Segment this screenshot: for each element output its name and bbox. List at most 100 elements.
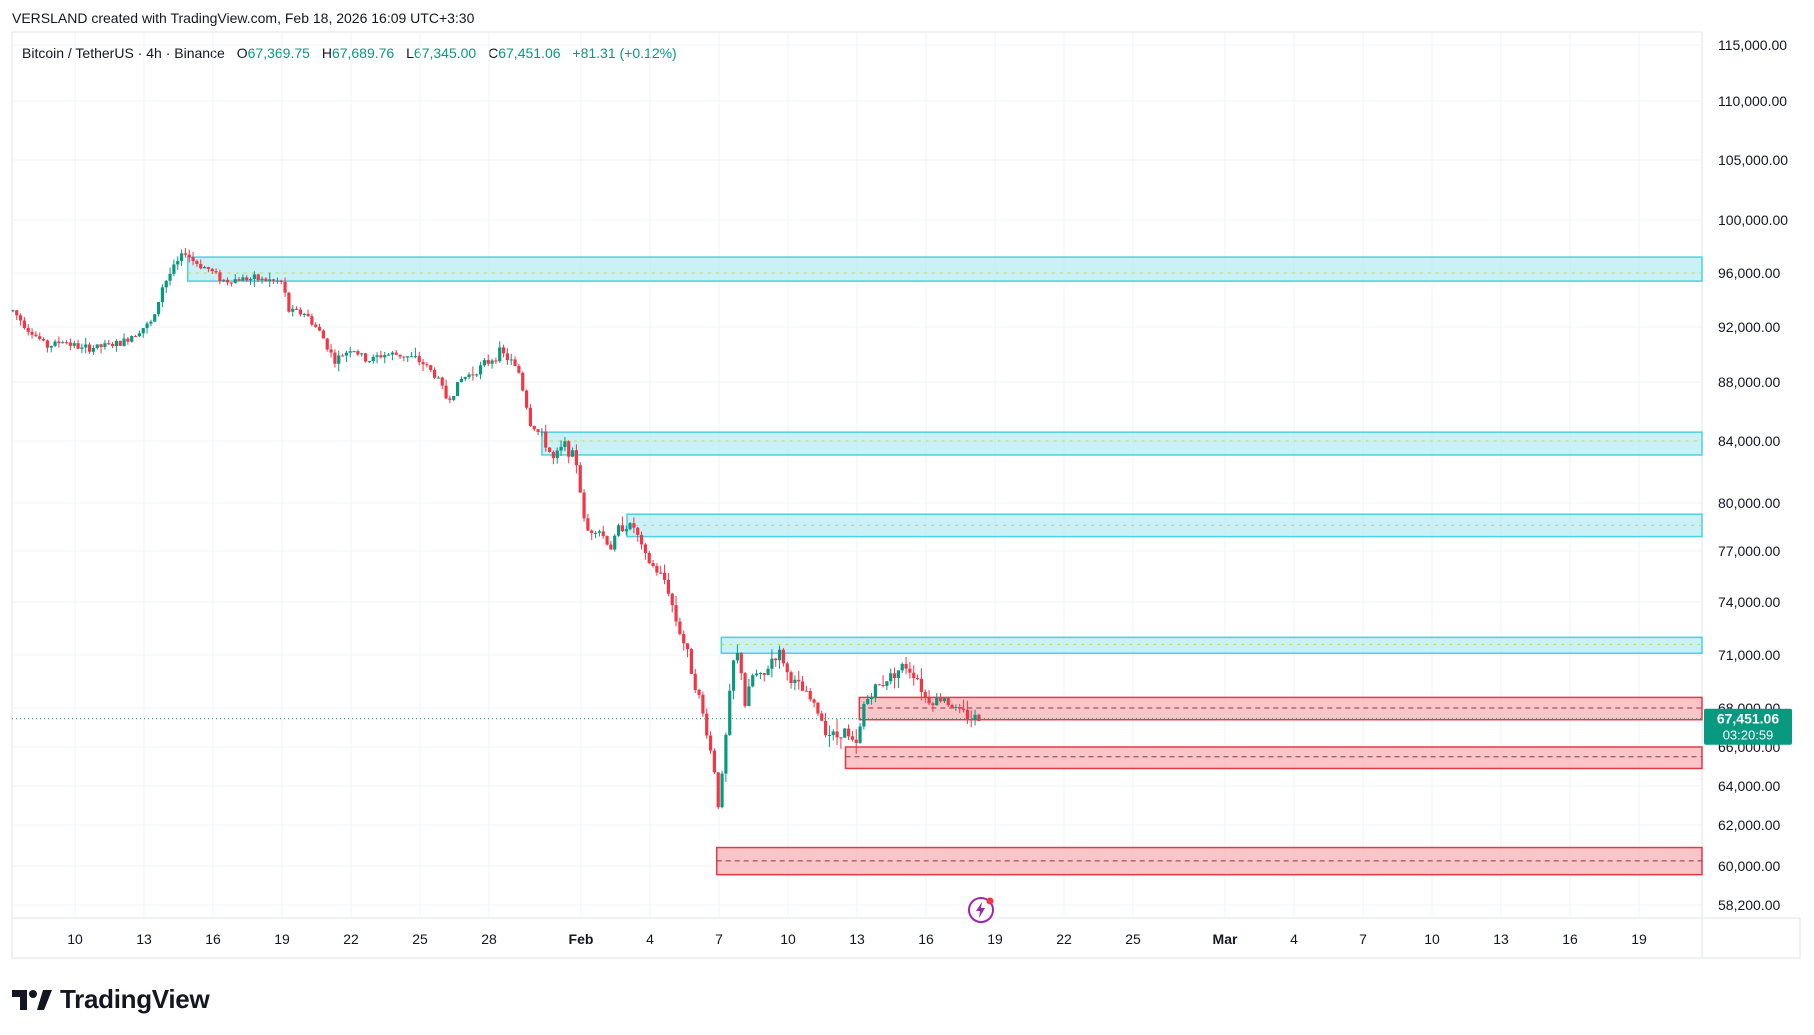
candle-body	[356, 351, 360, 355]
last-price-value: 67,451.06	[1717, 711, 1779, 727]
candle-body	[624, 529, 628, 532]
replay-icon[interactable]	[966, 895, 996, 925]
candle-body	[275, 280, 279, 282]
candle-body	[896, 670, 900, 678]
candle-body	[486, 360, 490, 364]
candle-body	[873, 684, 877, 698]
candle-body	[26, 328, 30, 332]
candle-body	[153, 314, 157, 322]
low-value: 67,345.00	[413, 45, 477, 61]
candle-body	[478, 365, 483, 375]
candle-body	[812, 699, 816, 703]
candle-body	[973, 714, 977, 721]
candle-body	[291, 308, 295, 312]
candle-body	[659, 572, 663, 574]
chart-grid	[11, 31, 1801, 959]
candle-body	[969, 719, 973, 721]
candle-body	[758, 673, 762, 675]
time-tick-label: 10	[780, 931, 796, 947]
candle-body	[38, 336, 42, 340]
candle-body	[697, 689, 701, 695]
candle-body	[900, 663, 904, 671]
candle-body	[889, 673, 893, 682]
candle-body	[463, 377, 467, 379]
candle-body	[827, 735, 831, 737]
candle-body	[214, 271, 218, 273]
support-zone	[858, 696, 1703, 721]
candle-body	[202, 267, 207, 269]
candle-body	[739, 653, 743, 674]
candle-body	[283, 281, 287, 293]
candle-body	[206, 267, 210, 269]
change-value: +81.31 (+0.12%)	[572, 45, 677, 61]
candle-body	[678, 621, 682, 635]
time-tick-label: 4	[646, 931, 654, 947]
chart-credit: VERSLAND created with TradingView.com, F…	[12, 10, 475, 26]
candle-body	[935, 698, 939, 706]
candle-body	[559, 446, 563, 451]
symbol-label[interactable]: Bitcoin / TetherUS · 4h · Binance	[22, 45, 225, 61]
candle-body	[800, 681, 805, 691]
candle-body	[310, 316, 314, 325]
time-axis: 10 13 16 19 22 25 28 Feb 4 7 10 13 16 19 22 25 Mar 4 7 10 13…	[67, 931, 1647, 947]
price-chart[interactable]: 115,000.00 110,000.00 105,000.00 100,000.00…	[0, 0, 1814, 960]
candle-body	[172, 264, 176, 274]
candle-body	[751, 675, 755, 687]
candle-body	[199, 263, 203, 269]
candle-body	[18, 315, 23, 321]
candle-body	[513, 359, 517, 366]
resistance-zone	[186, 256, 1703, 282]
candle-body	[440, 377, 444, 386]
candle-body	[141, 328, 145, 334]
candle-body	[168, 273, 172, 281]
candle-body	[84, 344, 88, 348]
candle-body	[325, 338, 329, 350]
candle-body	[11, 310, 15, 312]
candle-body	[555, 450, 559, 459]
candle-body	[915, 678, 920, 680]
candle-body	[854, 739, 858, 743]
candle-body	[179, 253, 184, 261]
candle-body	[340, 355, 345, 357]
candle-body	[536, 429, 540, 433]
candle-body	[436, 377, 440, 379]
candle-body	[61, 342, 65, 344]
candle-body	[762, 673, 766, 675]
candle-body	[670, 593, 674, 606]
price-tick-label: 88,000.00	[1718, 374, 1780, 390]
candle-body	[367, 361, 371, 363]
candle-body	[938, 698, 943, 702]
tradingview-logo[interactable]: TradingView	[12, 984, 210, 1015]
high-label: H	[321, 45, 332, 61]
candle-body	[567, 441, 571, 457]
candle-body	[122, 338, 126, 346]
candle-body	[386, 354, 391, 356]
candle-body	[482, 360, 486, 366]
candle-body	[643, 544, 647, 554]
time-tick-label: 13	[136, 931, 152, 947]
candle-body	[126, 338, 130, 342]
candle-body	[904, 663, 908, 669]
candle-body	[632, 523, 636, 528]
candle-body	[846, 728, 851, 737]
candle-body	[923, 691, 927, 697]
candle-body	[471, 374, 475, 376]
time-tick-label: 10	[67, 931, 83, 947]
candle-body	[912, 672, 916, 679]
candle-body	[398, 354, 402, 357]
candle-body	[298, 309, 302, 315]
candle-body	[72, 343, 76, 346]
candle-body	[850, 736, 854, 740]
candle-body	[866, 699, 870, 704]
support-zone	[844, 746, 1703, 770]
candle-body	[958, 707, 962, 709]
candle-body	[839, 737, 843, 739]
candles-layer	[11, 248, 1702, 810]
candle-body	[45, 340, 49, 348]
time-tick-label: 16	[1562, 931, 1578, 947]
candle-body	[268, 279, 272, 281]
candle-body	[793, 679, 797, 684]
candle-body	[383, 355, 387, 358]
candle-body	[609, 544, 613, 550]
candle-body	[402, 356, 406, 358]
